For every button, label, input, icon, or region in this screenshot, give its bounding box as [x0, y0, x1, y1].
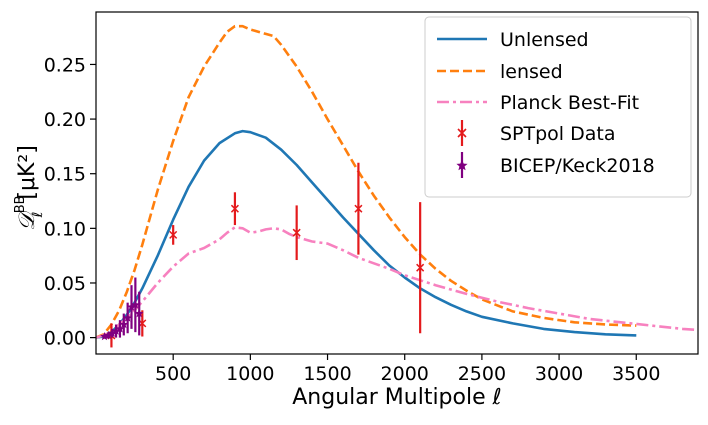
x-tick-label: 3000	[535, 363, 583, 385]
point-bicep-keck2018	[100, 332, 109, 341]
x-tick-label: 1000	[226, 363, 274, 385]
point-bicep-keck2018	[107, 328, 117, 337]
x-tick-label: 3500	[612, 363, 660, 385]
y-axis-label-main: 𝒟	[15, 209, 40, 231]
point-bicep-keck2018	[111, 326, 121, 335]
legend: Unlensed lensed Planck Best-Fit SPTpol D…	[424, 16, 692, 198]
legend-box	[424, 16, 692, 198]
y-tick-label: 0.05	[44, 273, 86, 295]
y-axis-label-unit: [μK²]	[15, 145, 40, 199]
y-tick-label: 0.20	[44, 109, 86, 131]
y-axis-label: 𝒟BBℓ [μK²]	[13, 145, 46, 231]
x-axis-ticks: 500 1000 1500 2000 2500 3000 3500	[155, 354, 660, 385]
x-axis-label: Angular Multipole ℓ	[292, 385, 501, 410]
legend-label-sptpol: SPTpol Data	[500, 123, 616, 145]
legend-marker-sptpol	[457, 120, 467, 146]
y-tick-label: 0.15	[44, 164, 86, 186]
point-bicep-keck2018	[104, 330, 113, 340]
point-bicep-keck2018	[131, 300, 140, 309]
x-tick-label: 2000	[381, 363, 429, 385]
y-axis-label-sub: ℓ	[30, 212, 46, 219]
x-tick-label: 500	[155, 363, 191, 385]
point-bicep-keck2018	[115, 324, 125, 333]
x-axis-label-symbol: ℓ	[492, 385, 502, 410]
legend-label-lensed: lensed	[500, 61, 563, 83]
point-sptpol-data	[416, 263, 425, 272]
series-line-lensed	[96, 24, 637, 339]
x-tick-label: 2500	[458, 363, 506, 385]
legend-label-bicep: BICEP/Keck2018	[500, 155, 655, 177]
y-tick-label: 0.00	[44, 328, 86, 350]
y-tick-label: 0.10	[44, 218, 86, 240]
legend-label-unlensed: Unlensed	[500, 29, 589, 51]
x-tick-label: 1500	[303, 363, 351, 385]
legend-label-planck: Planck Best-Fit	[500, 92, 639, 114]
point-bicep-keck2018	[134, 309, 144, 318]
point-sptpol-data	[354, 204, 363, 213]
point-sptpol-data	[230, 204, 239, 213]
point-sptpol-data	[292, 228, 301, 237]
point-bicep-keck2018	[127, 302, 136, 311]
point-bicep-keck2018	[119, 320, 129, 329]
y-axis-label-sup: BB	[13, 195, 28, 213]
plot-frame	[95, 11, 699, 355]
x-axis-label-text: Angular Multipole	[292, 385, 485, 410]
y-tick-label: 0.25	[44, 54, 86, 76]
legend-marker-bicep	[456, 152, 468, 178]
point-sptpol-data	[169, 230, 178, 239]
series-line-planck-best-fit	[96, 226, 698, 339]
y-axis-ticks: 0.00 0.05 0.10 0.15 0.20 0.25	[44, 54, 96, 350]
series-layer	[96, 24, 698, 348]
point-bicep-keck2018	[123, 313, 132, 322]
